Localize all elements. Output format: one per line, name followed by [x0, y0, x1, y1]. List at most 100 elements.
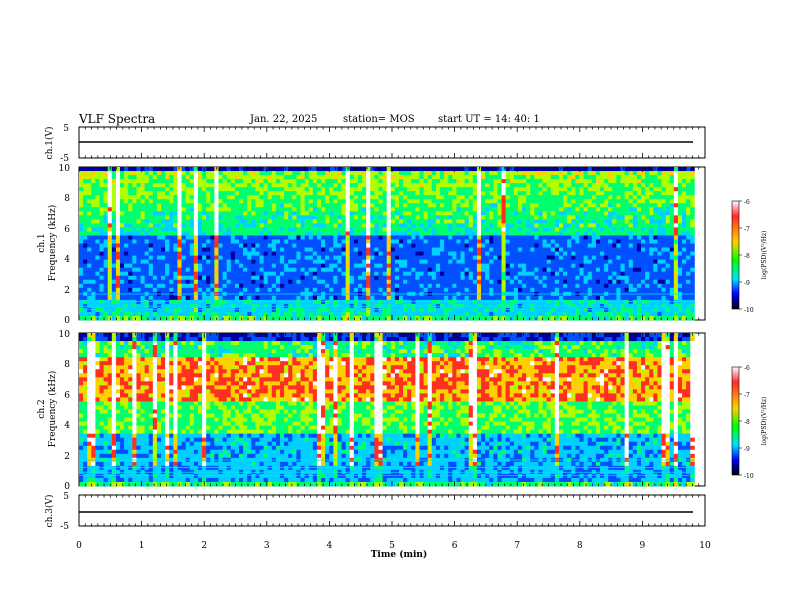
spectrogram-cell — [587, 279, 593, 285]
spectrogram-cell — [579, 223, 584, 228]
spectrogram-cell — [214, 231, 219, 236]
spectrogram-cell — [165, 211, 170, 216]
spectrogram-cell — [485, 187, 490, 192]
spectrogram-cell — [542, 239, 548, 244]
spectrogram-cell — [136, 279, 141, 285]
spectrogram-cell — [431, 199, 437, 204]
spectrogram-cell — [308, 311, 314, 317]
spectrogram-cell — [398, 279, 404, 285]
spectrogram-cell — [489, 171, 494, 176]
spectrogram-cell — [558, 279, 564, 285]
spectrogram-cell — [267, 279, 273, 285]
spectrogram-cell — [415, 299, 420, 305]
spectrogram-cell — [280, 311, 285, 317]
spectrogram-cell — [300, 271, 306, 277]
spectrogram-cell — [468, 187, 474, 192]
spectrogram-cell — [115, 207, 121, 212]
spectrogram-cell — [185, 315, 191, 321]
spectrogram-cell — [288, 199, 293, 204]
spectrogram-cell — [534, 259, 539, 265]
spectrogram-cell — [230, 271, 236, 277]
spectrogram-cell — [419, 207, 424, 212]
spectrogram-cell — [587, 171, 593, 176]
spectrogram-cell — [210, 275, 215, 281]
spectrogram-cell — [140, 255, 146, 261]
ch1-voltage-xticks — [78, 127, 706, 158]
spectrogram-cell — [185, 263, 191, 269]
spectrogram-cell — [120, 267, 125, 273]
spectrogram-cell — [202, 307, 207, 313]
spectrogram-cell — [247, 311, 252, 317]
spectrogram-cell — [255, 171, 260, 176]
spectrogram-cell — [419, 299, 424, 305]
spectrogram-cell — [95, 183, 100, 188]
spectrogram-cell — [394, 199, 400, 204]
spectrogram-cell — [161, 263, 166, 269]
spectrogram-cell — [189, 191, 195, 196]
spectrogram-cell — [185, 295, 191, 301]
spectrogram-cell — [444, 191, 449, 196]
spectrogram-cell — [563, 307, 568, 313]
spectrogram-cell — [140, 171, 146, 176]
spectrogram-cell — [563, 207, 568, 212]
spectrogram-cell — [550, 287, 556, 293]
spectrogram-cell — [460, 191, 466, 196]
spectrogram-cell — [472, 195, 478, 200]
spectrogram-cell — [522, 211, 527, 216]
spectrogram-cell — [312, 179, 318, 184]
spectrogram-cell — [452, 183, 457, 188]
spectrogram-cell — [398, 187, 404, 192]
spectrogram-cell — [464, 227, 470, 232]
spectrogram-cell — [296, 227, 301, 232]
spectrogram-cell — [542, 287, 548, 293]
spectrogram-cell — [587, 267, 593, 273]
spectrogram-cell — [128, 203, 133, 208]
spectrogram-cell — [390, 223, 396, 228]
spectrogram-cell — [218, 179, 223, 184]
spectrogram-cell — [312, 243, 318, 248]
spectrogram-cell — [435, 227, 441, 232]
spectrogram-cell — [275, 263, 281, 269]
spectrogram-cell — [353, 203, 359, 208]
spectrogram-cell — [472, 235, 478, 240]
spectrogram-cell — [362, 315, 367, 321]
spectrogram-cell — [530, 231, 535, 236]
spectrogram-cell — [136, 175, 141, 180]
spectrogram-cell — [411, 259, 416, 265]
spectrogram-cell — [271, 287, 277, 293]
spectrogram-cell — [411, 295, 416, 301]
spectrogram-cell — [587, 207, 593, 212]
spectrogram-cell — [575, 275, 580, 281]
spectrogram-cell — [111, 311, 117, 317]
spectrogram-cell — [554, 287, 560, 293]
spectrogram-cell — [538, 279, 543, 285]
spectrogram-cell — [493, 295, 498, 301]
spectrogram-cell — [128, 299, 133, 305]
spectrogram-cell — [193, 295, 199, 301]
spectrogram-cell — [505, 187, 511, 192]
spectrogram-cell — [103, 195, 109, 200]
spectrogram-cell — [296, 239, 301, 244]
spectrogram-cell — [493, 199, 498, 204]
spectrogram-cell — [111, 295, 117, 301]
spectrogram-cell — [329, 239, 334, 244]
spectrogram-cell — [398, 215, 404, 220]
spectrogram-cell — [234, 299, 240, 305]
spectrogram-cell — [382, 211, 388, 216]
spectrogram-cell — [579, 195, 584, 200]
spectrogram-cell — [546, 279, 552, 285]
spectrogram-cell — [255, 259, 260, 265]
spectrogram-cell — [493, 219, 498, 224]
spectrogram-cell — [460, 183, 466, 188]
spectrogram-cell — [456, 179, 461, 184]
spectrogram-cell — [243, 259, 248, 265]
spectrogram-cell — [403, 211, 408, 216]
spectrogram-cell — [390, 243, 396, 248]
spectrogram-cell — [214, 247, 219, 252]
spectrogram-cell — [230, 215, 236, 220]
spectrogram-cell — [263, 223, 269, 228]
spectrogram-cell — [251, 243, 256, 248]
spectrogram-cell — [288, 227, 293, 232]
spectrogram-cell — [546, 263, 552, 269]
spectrogram-cell — [300, 283, 306, 289]
